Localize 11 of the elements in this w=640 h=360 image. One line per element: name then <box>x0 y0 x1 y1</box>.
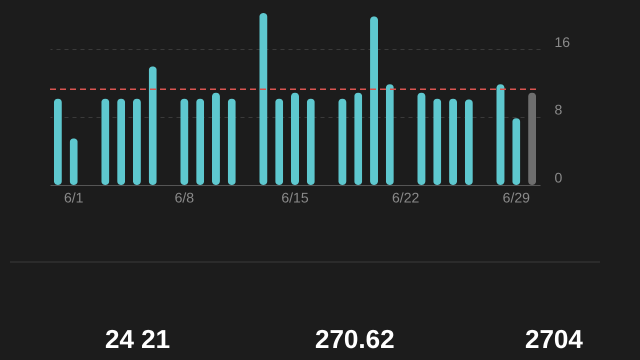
y-tick-label: 8 <box>554 102 562 118</box>
y-tick-label: 16 <box>554 34 570 50</box>
text: 2704 <box>525 324 584 354</box>
x-tick-label: 6/1 <box>64 190 84 206</box>
text: 270.62 <box>315 324 395 354</box>
x-tick-label: 6/15 <box>281 190 309 206</box>
y-tick-label: 0 <box>554 170 562 186</box>
x-tick-label: 6/8 <box>174 190 194 206</box>
x-tick-label: 6/22 <box>392 190 420 206</box>
text: 24 21 <box>105 324 170 354</box>
x-tick-label: 6/29 <box>502 190 530 206</box>
